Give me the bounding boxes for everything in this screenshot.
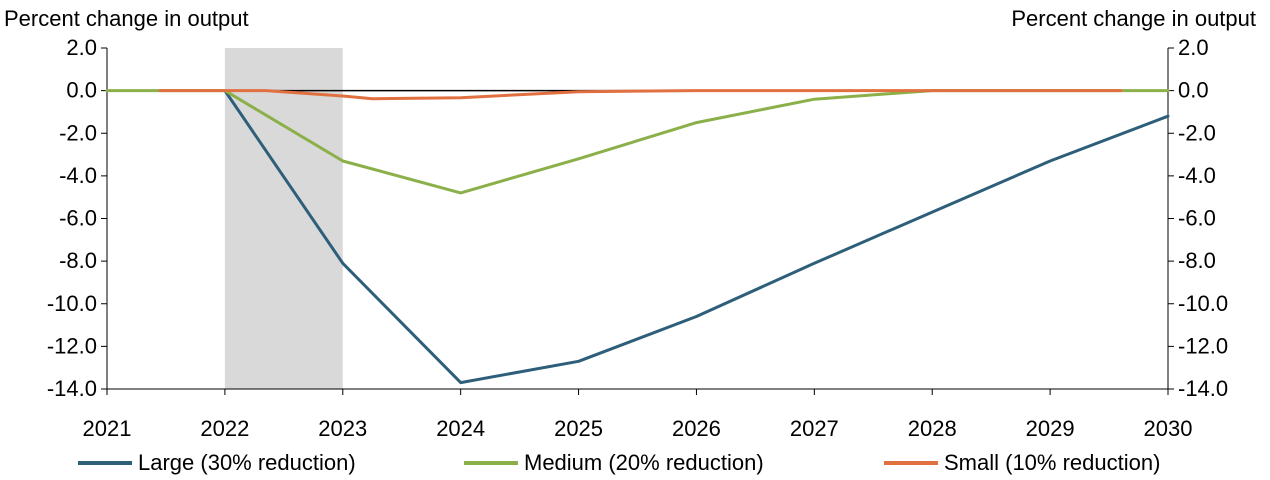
y-axis-title-right: Percent change in output [1011,6,1256,31]
x-tick-label: 2024 [436,416,485,441]
x-tick-label: 2029 [1026,416,1075,441]
legend-item: Large (30% reduction) [78,450,356,476]
y-tick-label-right: -4.0 [1178,163,1216,188]
y-tick-label-left: 0.0 [66,78,97,103]
x-tick-label: 2022 [200,416,249,441]
y-tick-label-left: -4.0 [59,163,97,188]
y-tick-label-right: -12.0 [1178,333,1228,358]
shaded-region [224,48,343,389]
y-tick-label-left: -6.0 [59,206,97,231]
y-tick-label-left: -8.0 [59,248,97,273]
x-tick-label: 2021 [83,416,132,441]
legend-item: Medium (20% reduction) [464,450,764,476]
y-axis-title-left: Percent change in output [4,6,249,31]
x-tick-label: 2023 [318,416,367,441]
x-tick-label: 2027 [790,416,839,441]
legend-item: Small (10% reduction) [884,450,1160,476]
legend-swatch [78,461,132,465]
y-tick-label-right: -8.0 [1178,248,1216,273]
y-tick-label-right: 0.0 [1178,78,1209,103]
series-line-small [158,89,1123,101]
y-tick-label-left: -2.0 [59,120,97,145]
series-line-large [223,89,1170,385]
legend-label: Medium (20% reduction) [524,450,764,475]
x-tick-label: 2026 [672,416,721,441]
legend-label: Large (30% reduction) [138,450,356,475]
y-tick-label-right: -14.0 [1178,376,1228,401]
y-tick-label-right: 2.0 [1178,35,1209,60]
legend-swatch [884,461,938,465]
y-tick-label-right: -6.0 [1178,206,1216,231]
y-tick-label-right: -2.0 [1178,120,1216,145]
x-tick-label: 2030 [1144,416,1193,441]
legend-label: Small (10% reduction) [944,450,1161,475]
line-chart: 2.0 2.0 0.0 0.0 -2.0 -2.0 -4.0 -4.0 -6.0 -6.0 -8.0… [47,35,1228,441]
x-tick-label: 2025 [554,416,603,441]
y-tick-label-left: 2.0 [66,35,97,60]
x-tick-label: 2028 [908,416,957,441]
y-tick-label-left: -14.0 [47,376,97,401]
y-tick-label-left: -10.0 [47,291,97,316]
y-tick-label-left: -12.0 [47,333,97,358]
legend-swatch [464,461,518,465]
legend: Large (30% reduction) Medium (20% reducti… [0,450,1270,480]
y-tick-label-right: -10.0 [1178,291,1228,316]
